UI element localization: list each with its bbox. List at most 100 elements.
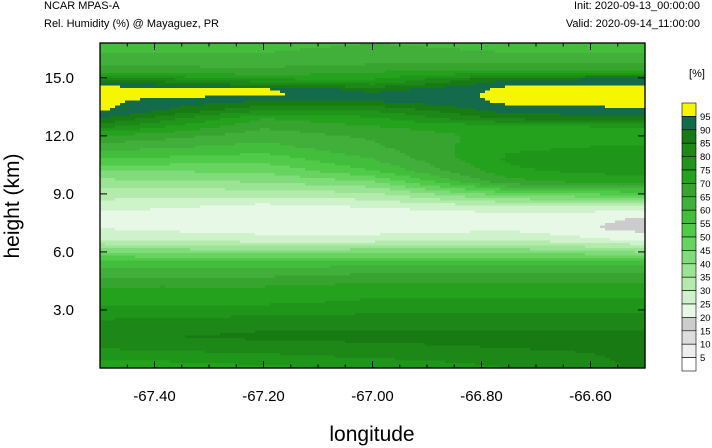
contour-cell — [360, 43, 391, 47]
contour-cell — [375, 240, 551, 244]
contour-cell — [115, 228, 606, 232]
contour-cell — [620, 365, 646, 369]
contour-cell — [415, 108, 476, 112]
contour-cell — [100, 215, 646, 219]
contour-cell — [120, 85, 231, 89]
contour-cell — [100, 203, 256, 207]
contour-cell — [100, 260, 646, 264]
contour-cell — [105, 243, 631, 247]
contour-cell — [485, 90, 646, 94]
x-tick-label: -67.00 — [351, 388, 394, 405]
contour-cell — [100, 150, 331, 154]
contour-cell — [365, 63, 646, 67]
contour-cell — [100, 205, 201, 209]
contour-cell — [335, 163, 391, 167]
contour-cell — [100, 263, 646, 267]
contour-cell — [390, 183, 421, 187]
contour-cell — [425, 45, 646, 49]
contour-cell — [100, 180, 241, 184]
contour-cell — [100, 208, 151, 212]
contour-cell — [585, 245, 646, 249]
contour-cell — [100, 145, 196, 149]
contour-cell — [165, 285, 266, 289]
contour-cell — [470, 175, 506, 179]
contour-cell — [390, 118, 451, 122]
contour-cell — [415, 120, 496, 124]
contour-cell — [100, 330, 256, 334]
contour-cell — [485, 193, 601, 197]
contour-cell — [600, 225, 646, 229]
contour-cell — [470, 75, 586, 79]
contour-cell — [330, 265, 646, 269]
contour-cell — [405, 168, 441, 172]
contour-cell — [150, 208, 411, 212]
contour-cell — [290, 155, 361, 159]
contour-cell — [480, 345, 646, 349]
contour-cell — [100, 270, 646, 274]
colorbar-unit-label: [%] — [689, 68, 705, 80]
contour-cell — [100, 53, 646, 57]
colorbar-box — [681, 156, 697, 171]
contour-cell — [135, 133, 226, 137]
contour-cell — [345, 340, 646, 344]
contour-cell — [390, 43, 646, 47]
contour-cell — [100, 218, 626, 222]
contour-cell — [100, 188, 226, 192]
contour-cell — [500, 188, 646, 192]
contour-cell — [175, 113, 221, 117]
contour-cell — [520, 150, 646, 154]
contour-cell — [295, 145, 386, 149]
contour-cell — [385, 105, 456, 109]
y-tick-label: 3.0 — [53, 302, 74, 319]
contour-cell — [450, 183, 481, 187]
contour-cell — [100, 55, 646, 59]
contour-cell — [390, 188, 426, 192]
contour-cell — [100, 213, 646, 217]
contour-cell — [430, 163, 471, 167]
contour-cell — [195, 115, 241, 119]
field-description: Rel. Humidity (%) @ Mayaguez, PR — [44, 18, 219, 30]
contour-cell — [480, 115, 646, 119]
contour-cell — [100, 318, 116, 322]
contour-cell — [100, 50, 276, 54]
contour-cell — [275, 118, 391, 122]
colorbar-box — [681, 290, 697, 305]
contour-cell — [100, 228, 116, 232]
contour-cell — [455, 155, 506, 159]
colorbar: 5 10 15 20 25 30 35 40 45 50 55 60 65 70 75 80 85 90 95 — [681, 102, 711, 372]
contour-cell — [290, 365, 501, 369]
contour-cell — [185, 123, 236, 127]
contour-cell — [285, 93, 481, 97]
contour-cell — [605, 228, 646, 232]
contour-cell — [100, 125, 116, 129]
contour-cell — [335, 283, 646, 287]
contour-cell — [100, 85, 121, 89]
contour-cell — [190, 248, 351, 252]
contour-cell — [345, 85, 386, 89]
contour-cell — [280, 353, 596, 357]
contour-cell — [100, 255, 136, 259]
contour-cell — [100, 210, 476, 214]
contour-cell — [100, 168, 306, 172]
colorbar-box — [681, 102, 697, 117]
contour-cell — [335, 355, 606, 359]
contour-cell — [100, 243, 106, 247]
contour-cell — [425, 188, 466, 192]
contour-cell — [425, 103, 506, 107]
contour-cell — [125, 100, 246, 104]
contour-cell — [245, 338, 646, 342]
contour-cell — [470, 78, 581, 82]
contour-cell — [595, 210, 646, 214]
contour-cell — [100, 240, 241, 244]
colorbar-box — [681, 129, 697, 144]
colorbar-level-label: 75 — [700, 166, 711, 177]
contour-cell — [480, 168, 536, 172]
contour-cell — [480, 93, 646, 97]
contour-cell — [100, 128, 141, 132]
contour-cell — [100, 265, 331, 269]
contour-cell — [305, 168, 366, 172]
contour-cell — [225, 108, 416, 112]
contour-cell — [100, 355, 336, 359]
contour-cell — [530, 198, 646, 202]
contour-cell — [410, 88, 491, 92]
